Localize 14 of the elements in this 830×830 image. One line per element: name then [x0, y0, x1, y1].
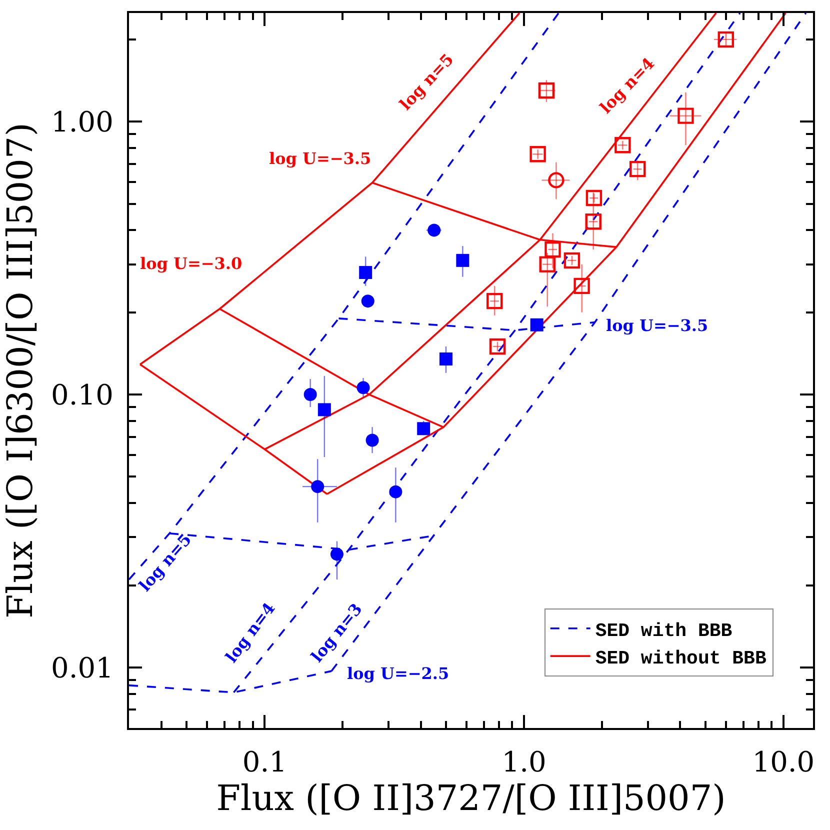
x-tick-label: 10.0	[752, 746, 815, 779]
y-axis-title: Flux ([O I]6300/[O III]5007)	[0, 122, 41, 618]
legend-label: SED without BBB	[595, 647, 766, 670]
y-tick-label: 0.10	[51, 378, 114, 412]
y-tick-label: 0.01	[51, 651, 114, 684]
annotation: log U=−3.5	[606, 316, 708, 335]
annotation: log U=−3.0	[140, 254, 242, 273]
x-axis-title: Flux ([O II]3727/[O III]5007)	[216, 779, 726, 820]
annotation: log U=−2.5	[347, 664, 450, 683]
x-tick-label: 1.0	[502, 746, 546, 779]
legend-label: SED with BBB	[595, 620, 732, 642]
x-tick-label: 0.1	[242, 746, 287, 779]
annotation: log U=−3.5	[269, 149, 372, 168]
y-tick-label: 1.00	[51, 105, 114, 138]
